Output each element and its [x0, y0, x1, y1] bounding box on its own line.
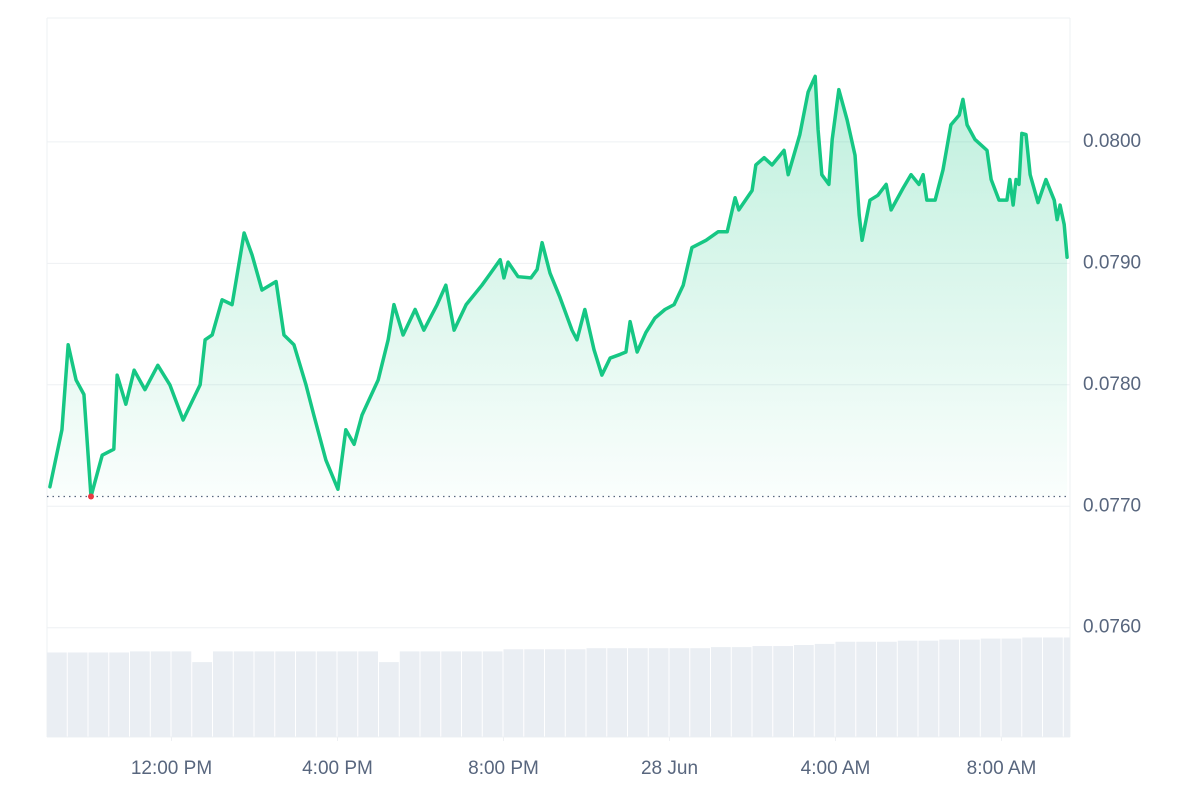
volume-bar — [607, 648, 628, 737]
volume-bar — [296, 651, 316, 737]
volume-bar — [980, 638, 1001, 737]
volume-bar — [482, 651, 503, 737]
volume-bar — [731, 647, 752, 737]
volume-bar — [877, 641, 897, 737]
x-tick-label: 4:00 AM — [801, 758, 871, 779]
volume-bar — [150, 651, 171, 737]
volume-bar — [648, 648, 669, 737]
volume-bar — [1022, 637, 1043, 737]
price-area — [49, 76, 1068, 497]
volume-bar — [171, 651, 192, 737]
volume-bar — [565, 649, 586, 737]
volume-bar — [1043, 637, 1063, 737]
volume-bar — [67, 652, 88, 737]
volume-bar — [814, 643, 835, 737]
volume-bar — [503, 649, 524, 737]
y-tick-label: 0.0800 — [1083, 131, 1141, 152]
volume-bar — [939, 639, 960, 737]
volume-bar — [337, 651, 358, 737]
volume-bar — [628, 648, 648, 737]
volume-bar — [773, 646, 794, 737]
volume-bar — [794, 644, 814, 737]
x-tick-label: 8:00 AM — [967, 758, 1037, 779]
volume-bar — [316, 651, 337, 737]
volume-bar — [358, 651, 379, 737]
low-marker — [87, 493, 94, 500]
volume-bar — [1001, 638, 1022, 737]
volume-bar — [254, 651, 275, 737]
volume-bar — [835, 641, 856, 737]
volume-bar — [192, 662, 213, 737]
volume-bar — [399, 651, 420, 737]
volume-bar — [711, 647, 731, 737]
x-tick-label: 28 Jun — [641, 758, 698, 779]
volume-bar — [690, 648, 711, 737]
x-tick-label: 8:00 PM — [468, 758, 539, 779]
volume-bar — [462, 651, 482, 737]
volume-bar — [586, 648, 607, 737]
x-tick-label: 4:00 PM — [302, 758, 373, 779]
y-tick-label: 0.0770 — [1083, 495, 1141, 516]
volume-bar — [960, 639, 980, 737]
y-tick-label: 0.0780 — [1083, 374, 1141, 395]
volume-bar — [275, 651, 296, 737]
volume-bar — [752, 646, 773, 737]
volume-bar — [420, 651, 441, 737]
x-tick-label: 12:00 PM — [131, 758, 212, 779]
volume-bar — [379, 662, 399, 737]
volume-bar — [669, 648, 690, 737]
volume-bar — [545, 649, 565, 737]
price-line — [48, 74, 1069, 499]
volume-bar — [47, 652, 67, 737]
volume-bar — [524, 649, 545, 737]
volume-bar — [897, 640, 918, 737]
volume-bar — [441, 651, 462, 737]
volume-bar — [918, 640, 939, 737]
volume-bar — [213, 651, 233, 737]
y-tick-label: 0.0790 — [1083, 252, 1141, 273]
y-tick-label: 0.0760 — [1083, 617, 1141, 638]
volume-bar — [1063, 637, 1070, 737]
volume-bar — [130, 651, 150, 737]
volume-bar — [88, 652, 109, 737]
volume-bar — [109, 652, 130, 737]
volume-bar — [233, 651, 254, 737]
volume-bar — [856, 641, 877, 737]
